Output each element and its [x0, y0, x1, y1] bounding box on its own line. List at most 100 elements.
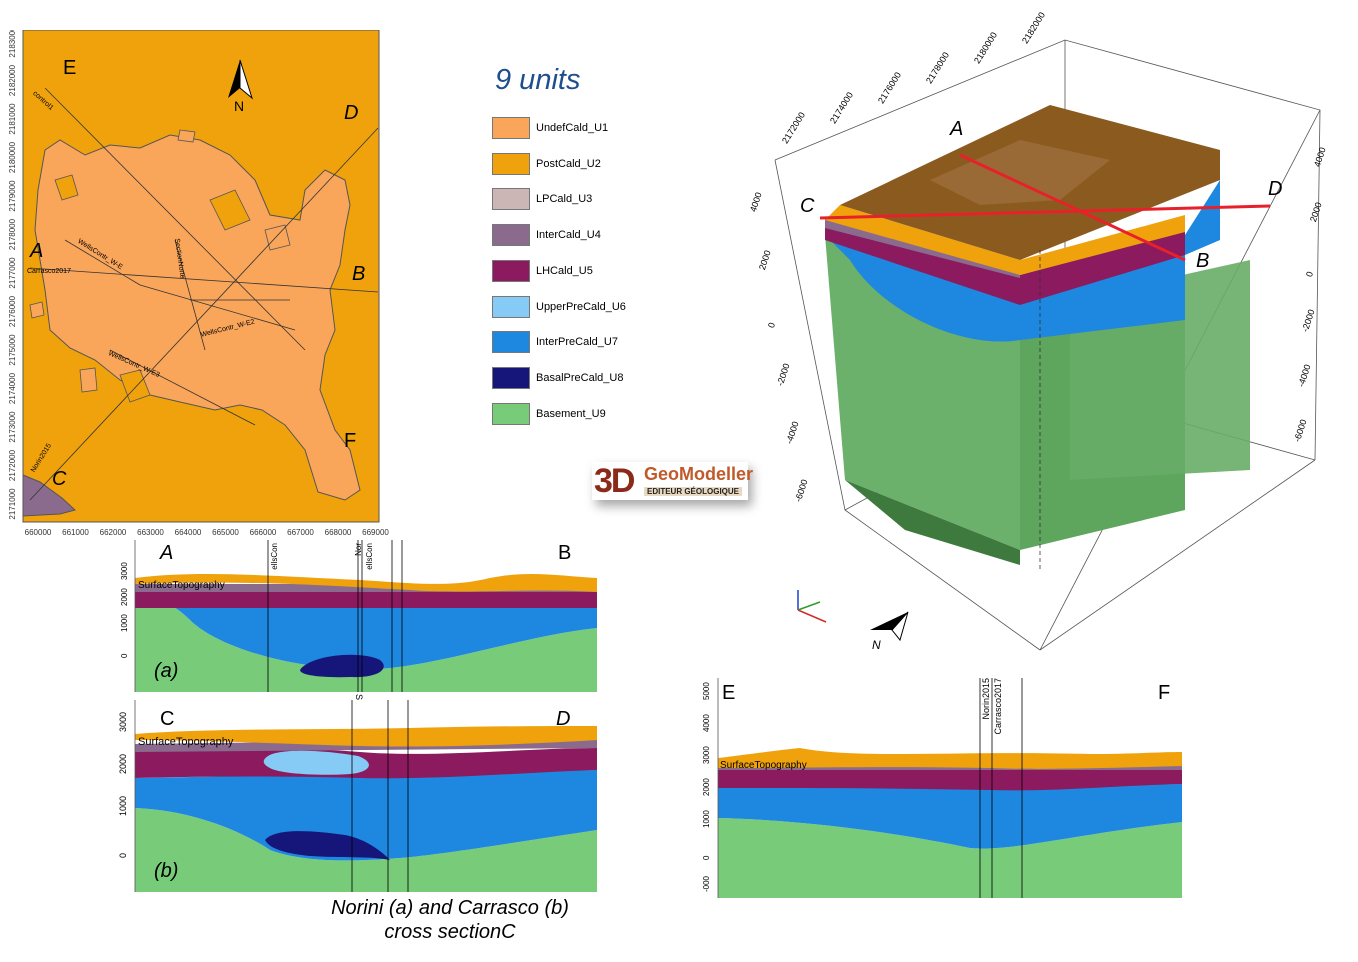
- legend-label: BasalPreCald_U8: [536, 371, 624, 384]
- section-cd-tag: (b): [154, 860, 179, 882]
- map-unit-intercald: [22, 474, 77, 517]
- axis-tick: 0: [118, 852, 128, 858]
- axis-tick: 2000: [118, 753, 128, 774]
- legend-label: LHCald_U5: [536, 264, 593, 277]
- caption-line-1: Norini (a) and Carrasco (b): [331, 897, 569, 919]
- model-north-label: N: [872, 638, 881, 652]
- map-x-tick: 668000: [325, 528, 352, 537]
- axis-tick: 1000: [120, 614, 129, 632]
- legend-label: Basement_U9: [536, 407, 606, 420]
- legend-item: UndefCald_U1: [492, 117, 632, 139]
- legend-label: InterPreCald_U7: [536, 336, 618, 349]
- map-x-tick: 663000: [137, 528, 164, 537]
- map-y-tick: 2173000: [8, 411, 17, 443]
- map-panel: 660000 661000 662000 663000 664000 665000 6660…: [0, 29, 392, 550]
- axis-tick: 1000: [702, 810, 711, 828]
- section-cd-well-label: S: [354, 694, 364, 701]
- legend-item: Basement_U9: [492, 402, 632, 425]
- legend-label: InterCald_U4: [536, 229, 601, 242]
- map-letter-c: C: [52, 468, 67, 490]
- legend-item: LPCald_U3: [492, 188, 632, 211]
- map-y-tick: 2176000: [8, 295, 17, 327]
- map-letter-b: B: [352, 263, 366, 285]
- map-y-tick: 2183000: [8, 30, 17, 58]
- map-x-tick: 666000: [250, 528, 277, 537]
- map-y-tick: 2175000: [8, 334, 17, 366]
- axis-tick: 0: [702, 855, 711, 860]
- model-3d-panel: 2172000 2174000 2176000 2178000 2180000 21820…: [720, 10, 1350, 670]
- section-ab-surface-label: SurfaceTopography: [138, 580, 225, 591]
- section-ef: 5000 4000 3000 2000 1000 0 -000 E F SurfaceTop…: [690, 670, 1190, 900]
- model-3d-view: [774, 39, 1321, 651]
- caption: Norini (a) and Carrasco (b) cross sectio…: [300, 896, 600, 944]
- section-ab: 3000 2000 1000 0 A B (a) SurfaceTopography …: [110, 540, 600, 695]
- map-x-tick: 662000: [100, 528, 127, 537]
- geologic-map: [22, 29, 380, 523]
- map-line-label-carrasco: Carrasco2017: [27, 268, 71, 275]
- section-ab-left-letter: A: [160, 542, 174, 564]
- model-letter-d: D: [1268, 178, 1283, 200]
- legend-swatch: [492, 295, 530, 318]
- legend-swatch: [492, 188, 530, 211]
- map-x-tick: 661000: [62, 528, 89, 537]
- map-y-tick: 2180000: [8, 141, 17, 173]
- map-y-tick: 2171000: [8, 488, 17, 520]
- map-x-tick: 669000: [362, 528, 389, 537]
- axis-tick: 3000: [118, 711, 128, 732]
- section-cd-right-letter: D: [556, 708, 571, 730]
- section-ef-well-label: Carrasco2017: [993, 678, 1003, 735]
- map-letter-a: A: [30, 240, 44, 262]
- section-ab-right-letter: B: [558, 542, 572, 564]
- map-y-tick: 2172000: [8, 449, 17, 481]
- legend-item: LHCald_U5: [492, 259, 632, 282]
- map-ticks: 660000 661000 662000 663000 664000 665000 6660…: [8, 30, 389, 537]
- legend-swatch: [492, 224, 530, 247]
- section-ab-well-label: ellsCon: [365, 543, 374, 570]
- model-letter-b: B: [1196, 250, 1210, 272]
- legend-item: InterCald_U4: [492, 224, 632, 247]
- section-ab-well-label: ellsCon: [270, 543, 279, 570]
- legend-swatch: [492, 366, 530, 389]
- axis-tick: 2000: [120, 588, 129, 606]
- geomodeller-logo: 3D GeoModeller EDITEUR GÉOLOGIQUE: [592, 462, 754, 500]
- section-ab-well-label: Nor: [354, 543, 363, 556]
- legend-item: InterPreCald_U7: [492, 331, 632, 354]
- axis-tick: -000: [702, 875, 711, 892]
- map-x-tick: 660000: [25, 528, 52, 537]
- axis-tick: 4000: [702, 714, 711, 732]
- legend-label: LPCald_U3: [536, 193, 593, 206]
- north-arrow-icon: N: [222, 58, 262, 118]
- legend-swatch: [492, 331, 530, 354]
- map-y-tick: 2177000: [8, 257, 17, 289]
- map-letter-e: E: [63, 57, 77, 79]
- section-ef-right-letter: F: [1158, 682, 1171, 704]
- caption-line-2: cross sectionC: [384, 921, 516, 943]
- axis-tick: 5000: [702, 682, 711, 700]
- section-ef-well-label: Norin2015: [981, 678, 991, 720]
- map-y-tick: 2181000: [8, 103, 17, 135]
- section-cd-left-letter: C: [160, 708, 175, 730]
- map-y-tick: 2182000: [8, 64, 17, 96]
- section-ef-left-letter: E: [722, 682, 736, 704]
- axis-tick: 3000: [702, 746, 711, 764]
- legend-item: UpperPreCald_U6: [492, 295, 632, 318]
- section-cd: 3000 2000 1000 0 C D (b) SurfaceTopography …: [110, 694, 600, 895]
- map-x-tick: 667000: [287, 528, 314, 537]
- map-letter-f: F: [344, 430, 357, 452]
- legend-swatch: [492, 402, 530, 425]
- map-y-tick: 2174000: [8, 372, 17, 404]
- axis-tick: 3000: [120, 562, 129, 580]
- legend-label: PostCald_U2: [536, 157, 601, 170]
- legend-label: UpperPreCald_U6: [536, 300, 626, 313]
- legend-item: BasalPreCald_U8: [492, 366, 632, 389]
- model-letter-a: A: [950, 118, 964, 140]
- legend-swatch: [492, 117, 530, 139]
- axis-tick: 0: [120, 653, 129, 658]
- legend-label: UndefCald_U1: [536, 122, 609, 134]
- section-ab-tag: (a): [154, 660, 179, 682]
- legend-swatch: [492, 152, 530, 175]
- map-x-tick: 665000: [212, 528, 239, 537]
- axis-tick: 1000: [118, 795, 128, 816]
- legend-title: 9 units: [495, 64, 581, 96]
- legend-swatch: [492, 259, 530, 282]
